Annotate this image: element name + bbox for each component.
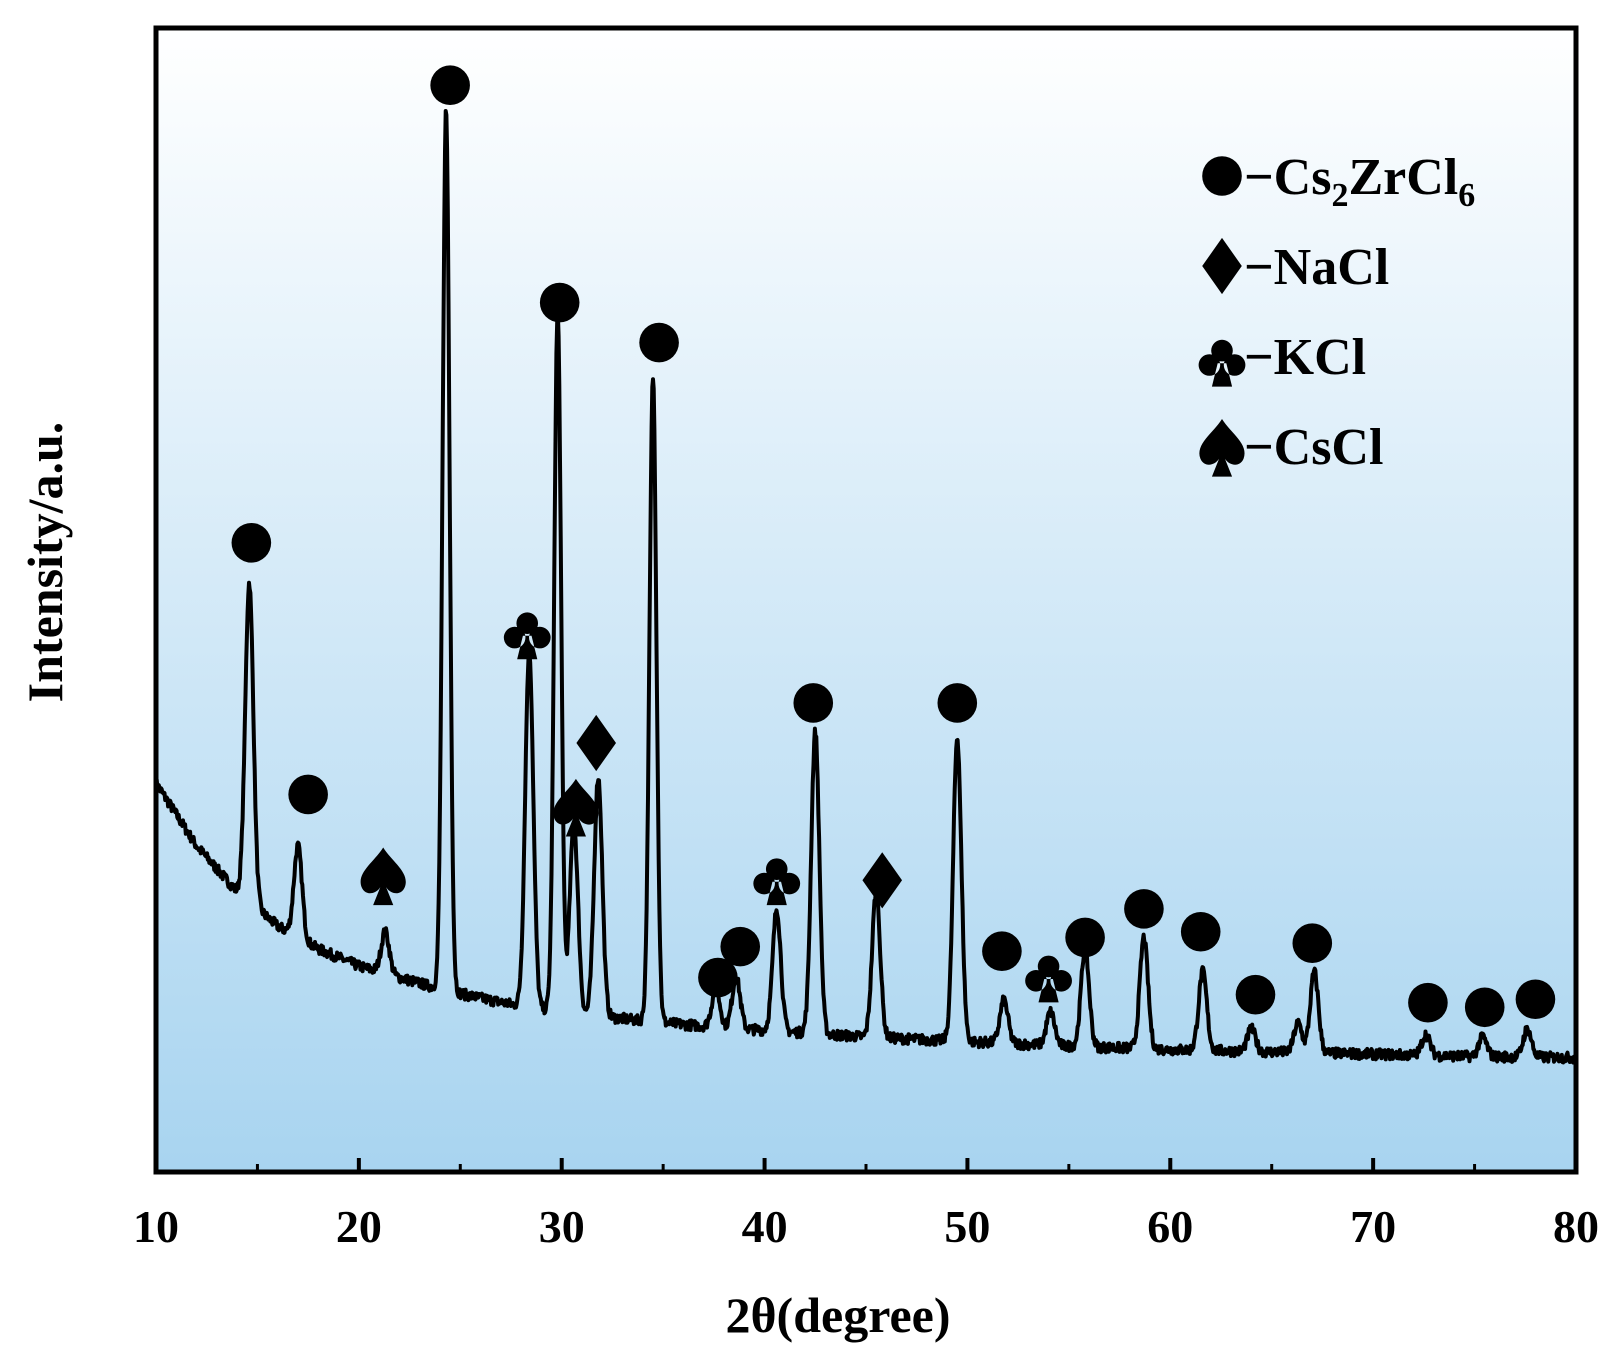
- x-axis-ticks: 10 20 30 40 50 60 70 80: [133, 1158, 1599, 1252]
- marker-circle-icon: [720, 926, 761, 967]
- legend-dash: −: [1244, 239, 1274, 296]
- legend-entry-cscl: −CsCl: [1244, 419, 1383, 476]
- legend-label-mid: ZrCl: [1348, 149, 1458, 206]
- legend-label: Cs: [1274, 149, 1332, 206]
- legend-entry-nacl: −NaCl: [1244, 239, 1389, 296]
- marker-diamond-icon: [862, 852, 903, 909]
- x-tick-label-50: 50: [944, 1201, 990, 1252]
- marker-circle-icon: [231, 523, 272, 563]
- legend-subscript: 2: [1331, 177, 1348, 214]
- marker-circle-icon: [793, 683, 834, 723]
- legend-entry-cs2zrcl6: −Cs2ZrCl6: [1244, 149, 1475, 214]
- marker-circle-icon: [1124, 889, 1164, 929]
- marker-circle-icon: [430, 65, 470, 105]
- marker-circle-icon: [1292, 923, 1333, 963]
- x-tick-label-80: 80: [1553, 1201, 1599, 1252]
- x-tick-label-40: 40: [742, 1201, 788, 1252]
- marker-circle-icon: [1065, 917, 1105, 958]
- marker-spade-icon: [553, 778, 599, 837]
- marker-circle-icon: [698, 957, 738, 998]
- x-tick-label-20: 20: [336, 1201, 382, 1252]
- marker-circle-icon: [1515, 979, 1556, 1020]
- marker-circle-icon: [639, 322, 679, 363]
- legend-dash: −: [1244, 329, 1274, 386]
- marker-circle-icon: [539, 282, 580, 323]
- marker-circle-icon: [1408, 982, 1448, 1023]
- legend-label: NaCl: [1274, 239, 1390, 296]
- plot-frame: [153, 25, 1579, 1175]
- legend-label: CsCl: [1274, 419, 1384, 476]
- marker-circle-icon: [982, 931, 1022, 972]
- marker-circle-icon: [1180, 911, 1221, 952]
- x-tick-label-10: 10: [133, 1201, 179, 1252]
- x-axis-title: 2θ(degree): [725, 1287, 950, 1343]
- marker-circle-icon: [1464, 987, 1505, 1028]
- y-axis-title: Intensity/a.u.: [17, 422, 73, 703]
- legend-club-icon: [1198, 339, 1246, 387]
- x-tick-label-60: 60: [1147, 1201, 1193, 1252]
- legend-circle-icon: [1202, 156, 1242, 196]
- marker-club-icon: [1025, 955, 1072, 1003]
- plot-background: [156, 28, 1576, 1172]
- legend-subscript: 6: [1458, 177, 1475, 214]
- legend-diamond-icon: [1202, 237, 1242, 295]
- marker-club-icon: [503, 612, 551, 660]
- xrd-pattern-line: [154, 109, 1578, 1065]
- marker-diamond-icon: [576, 714, 616, 772]
- marker-spade-icon: [360, 847, 406, 906]
- legend-entry-kcl: −KCl: [1244, 329, 1366, 386]
- legend: −Cs2ZrCl6−NaCl−KCl−CsCl: [1198, 149, 1475, 477]
- legend-spade-icon: [1199, 419, 1245, 477]
- x-tick-label-30: 30: [539, 1201, 585, 1252]
- marker-circle-icon: [937, 683, 978, 723]
- marker-club-icon: [753, 858, 801, 906]
- legend-label: KCl: [1274, 329, 1366, 386]
- marker-circle-icon: [288, 774, 328, 815]
- legend-dash: −: [1244, 419, 1274, 476]
- x-tick-label-70: 70: [1350, 1201, 1396, 1252]
- legend-dash: −: [1244, 149, 1274, 206]
- marker-circle-icon: [1235, 974, 1276, 1015]
- peak-markers: [231, 65, 1556, 1028]
